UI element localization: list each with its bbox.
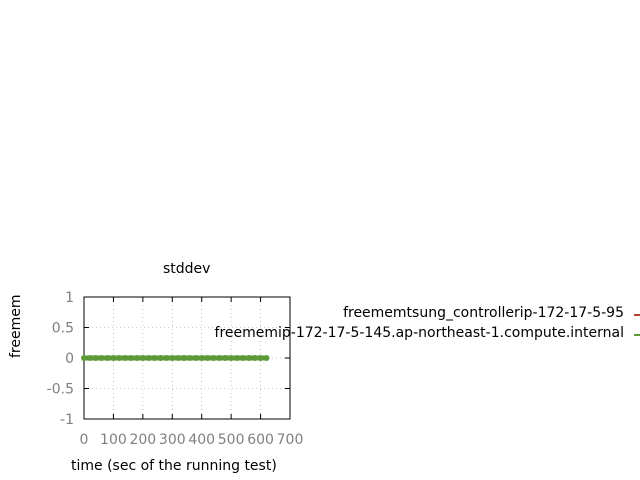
series-2-point [263,355,270,361]
legend-swatch-2 [634,334,640,336]
series-2-point [228,355,235,361]
series-2-point [175,355,182,361]
x-tick-label: 500 [218,432,245,448]
series-2-point [210,355,217,361]
series-2-point [234,355,241,361]
series-2-point [86,355,93,361]
x-tick-label: 300 [159,432,186,448]
axis-ticks: 1 0.5 0 -0.5 -1 0 100 200 300 400 500 600 700 [47,290,304,448]
series-2-point [163,355,170,361]
series-2-point [81,355,87,361]
x-tick-label: 0 [80,432,89,448]
legend-entry-1: freememtsung_controllerip-172-17-5-95 [343,305,624,321]
x-axis-label: time (sec of the running test) [71,458,277,474]
y-tick-label: 0 [65,351,74,367]
series-2-point [104,355,111,361]
series-2-point [92,355,99,361]
y-tick-label: -0.5 [47,382,74,398]
series-2-point [122,355,129,361]
series-layer [81,355,270,361]
series-2-point [181,355,188,361]
series-2-point [239,355,246,361]
series-2-point [110,355,117,361]
series-2-point [245,355,252,361]
series-2-point [222,355,229,361]
series-2-point [251,355,258,361]
chart-title: stddev [163,261,211,277]
series-2-point [116,355,123,361]
series-2-point [151,355,158,361]
series-2-point [139,355,146,361]
series-2-point [169,355,176,361]
series-2-point [128,355,135,361]
y-tick-label: 1 [65,290,74,306]
x-tick-label: 600 [247,432,274,448]
series-2-point [145,355,152,361]
legend-entry-2: freememip-172-17-5-145.ap-northeast-1.co… [214,325,624,341]
series-2-point [192,355,199,361]
x-tick-label: 200 [129,432,156,448]
x-tick-label: 400 [188,432,215,448]
x-tick-label: 700 [277,432,304,448]
series-2-point [98,355,105,361]
y-tick-label: -1 [60,412,74,428]
legend-swatch-1 [634,314,640,316]
series-2-point [133,355,140,361]
y-axis-label: freemem [8,294,24,359]
x-tick-label: 100 [100,432,127,448]
series-2-point [216,355,223,361]
series-2-point [157,355,164,361]
series-2-point [198,355,205,361]
series-2-point [257,355,264,361]
series-2-point [186,355,193,361]
y-tick-label: 0.5 [52,321,74,337]
series-2-point [204,355,211,361]
